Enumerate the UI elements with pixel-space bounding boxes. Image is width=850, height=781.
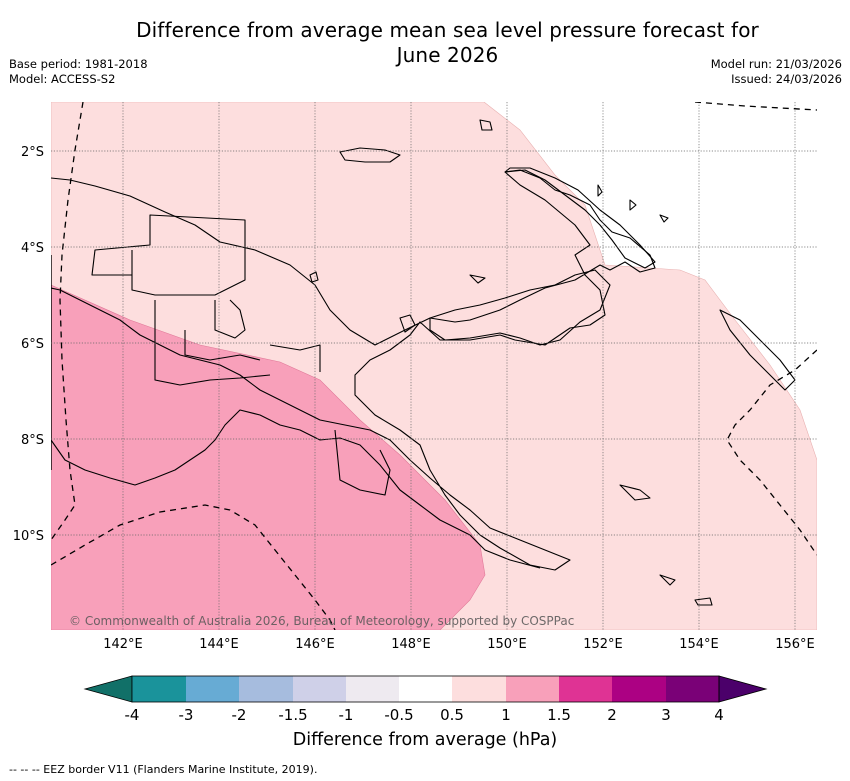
colorbar-bin: [186, 676, 239, 702]
graticule: [51, 102, 817, 630]
lon-label: 156°E: [775, 637, 815, 652]
new-guinea-coast: [51, 169, 656, 571]
meta-left: Base period: 1981-2018 Model: ACCESS-S2: [9, 57, 148, 87]
bougainville-coast: [719, 309, 796, 391]
lat-labels: 2°S 4°S 6°S 8°S 10°S: [13, 145, 44, 544]
lat-label: 6°S: [21, 337, 44, 352]
louisiade-islands: [619, 484, 713, 606]
colorbar-bin: [399, 676, 452, 702]
colorbar-bin: [666, 676, 719, 702]
colorbar-label: 1.5: [547, 706, 571, 724]
colorbar-label: -1: [339, 706, 354, 724]
manus-coast: [339, 147, 401, 163]
lon-label: 146°E: [295, 637, 335, 652]
colorbar-bin: [612, 676, 666, 702]
colorbar-label: 2: [607, 706, 617, 724]
base-period: Base period: 1981-2018: [9, 57, 148, 71]
colorbar-bin: [132, 676, 186, 702]
lon-label: 144°E: [199, 637, 239, 652]
eez-footnote: -- -- -- EEZ border V11 (Flanders Marine…: [9, 763, 318, 776]
colorbar-labels: -4 -3 -2 -1.5 -1 -0.5 0.5 1 1.5 2 3 4: [125, 706, 724, 724]
colorbar-label: -3: [179, 706, 194, 724]
title-line-1: Difference from average mean sea level p…: [136, 18, 759, 42]
lat-label: 8°S: [21, 433, 44, 448]
lat-label: 4°S: [21, 241, 44, 256]
colorbar-max-arrow: [718, 675, 768, 703]
model-run: Model run: 21/03/2026: [710, 57, 842, 71]
coastlines: [51, 119, 796, 606]
title-line-2: June 2026: [396, 43, 499, 67]
province-borders: [154, 299, 391, 496]
colorbar-min-arrow: [83, 675, 133, 703]
lat-label: 2°S: [21, 145, 44, 160]
lon-label: 142°E: [103, 637, 143, 652]
colorbar-bin: [293, 676, 346, 702]
colorbar: [83, 675, 768, 703]
eez-borders: [51, 102, 817, 630]
colorbar-bin: [452, 676, 506, 702]
lat-label: 10°S: [13, 529, 44, 544]
central-range-border: [91, 214, 246, 296]
colorbar-title: Difference from average (hPa): [292, 730, 558, 750]
lon-label: 154°E: [679, 637, 719, 652]
issued-date: Issued: 24/03/2026: [731, 72, 842, 86]
new-ireland-coast: [504, 167, 656, 269]
lon-label: 150°E: [487, 637, 527, 652]
anomaly-zone-medium: [51, 284, 486, 630]
small-islands: [309, 119, 669, 333]
gulf-of-papua-coast: [51, 409, 541, 569]
colorbar-label: -4: [125, 706, 140, 724]
colorbar-bin: [239, 676, 293, 702]
lon-labels: 142°E 144°E 146°E 148°E 150°E 152°E 154°…: [103, 637, 815, 652]
map-area: [51, 102, 817, 630]
lon-label: 148°E: [391, 637, 431, 652]
colorbar-bin: [559, 676, 612, 702]
colorbar-bin: [506, 676, 559, 702]
chart-title: Difference from average mean sea level p…: [0, 18, 850, 68]
colorbar-label: -2: [232, 706, 247, 724]
meta-right: Model run: 21/03/2026 Issued: 24/03/2026: [711, 57, 842, 87]
model-name: Model: ACCESS-S2: [9, 72, 116, 86]
colorbar-label: -0.5: [384, 706, 413, 724]
colorbar-bin: [346, 676, 399, 702]
colorbar-label: 4: [714, 706, 724, 724]
lon-label: 152°E: [583, 637, 623, 652]
colorbar-label: -1.5: [278, 706, 307, 724]
colorbar-label: 1: [501, 706, 511, 724]
colorbar-label: 3: [661, 706, 671, 724]
new-britain-coast: [429, 269, 611, 346]
colorbar-label: 0.5: [440, 706, 464, 724]
colorbar-frame: [131, 675, 720, 703]
copyright-notice: © Commonwealth of Australia 2026, Bureau…: [69, 614, 575, 628]
